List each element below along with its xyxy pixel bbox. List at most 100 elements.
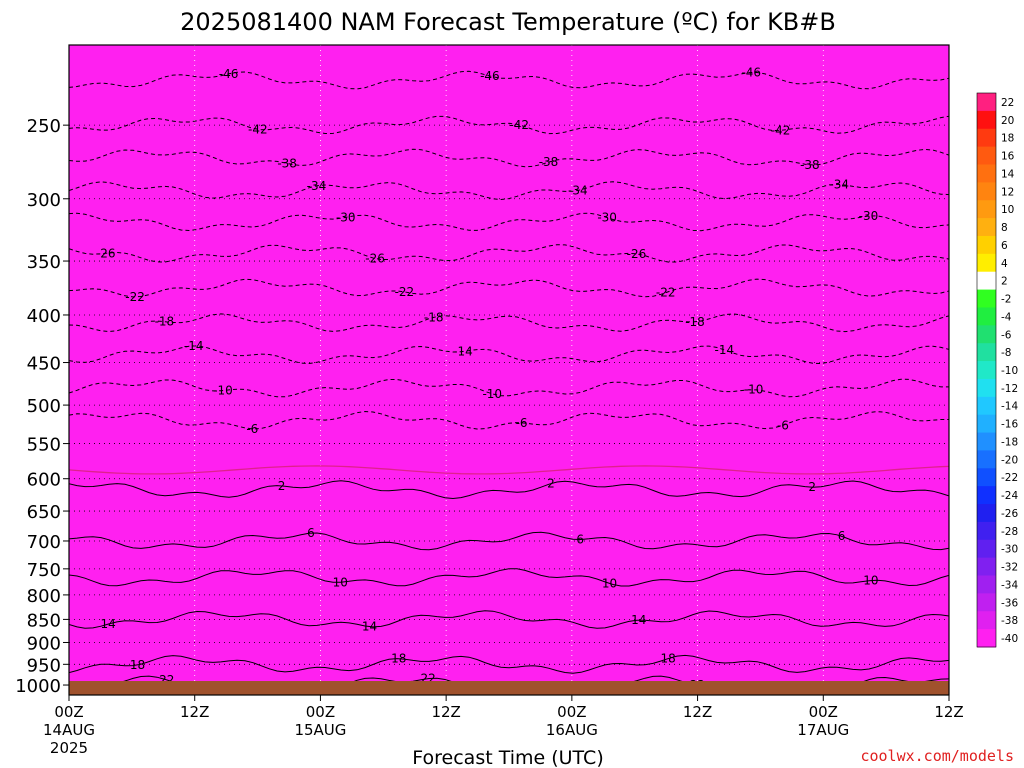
colorbar-swatch [977,93,996,112]
colorbar-swatch [977,218,996,237]
colorbar-swatch [977,307,996,326]
contour-label: 2 [278,479,286,493]
colorbar-swatch [977,289,996,308]
colorbar-label: 14 [1001,168,1015,180]
colorbar-swatch [977,593,996,612]
colorbar-label: -2 [1001,294,1011,306]
contour-label: 18 [391,652,406,666]
colorbar-label: 18 [1001,133,1014,145]
colorbar-label: -22 [1001,472,1018,484]
y-tick-label: 900 [27,633,61,654]
colorbar-swatch [977,200,996,219]
contour-label: 10 [863,573,878,587]
x-axis-label: Forecast Time (UTC) [412,747,603,768]
contour-label: 2 [808,480,816,494]
chart-title: 2025081400 NAM Forecast Temperature (ºC)… [180,8,836,36]
colorbar-swatch [977,110,996,130]
y-tick-label: 550 [27,435,61,456]
y-tick-label: 350 [27,252,61,273]
colorbar-label: -12 [1001,383,1018,395]
contour-line [69,480,949,500]
contour-label: -38 [277,156,297,170]
contour-label: -26 [627,247,647,261]
contour-label: -42 [771,123,791,137]
x-tick-date: 16AUG [546,721,598,739]
colorbar-swatch [977,450,996,469]
y-tick-label: 850 [27,610,61,631]
contour-label: 14 [631,613,646,627]
colorbar-swatch [977,146,996,165]
contour-line [69,568,949,587]
colorbar-label: -36 [1001,597,1018,609]
contour-label: -46 [480,69,500,83]
contour-label: -22 [125,290,145,304]
contour-label: -46 [219,67,239,81]
colorbar-swatch [977,557,996,577]
contour-label: 14 [362,620,377,634]
x-tick-label: 12Z [934,703,963,721]
colorbar-swatch [977,629,996,648]
contour-label: -6 [246,422,258,436]
contour-label: -14 [715,343,735,357]
colorbar-label: -6 [1001,329,1012,341]
contour-label: -14 [453,344,473,358]
contour-line [69,278,949,298]
colorbar-swatch [977,504,996,523]
colorbar-label: 4 [1001,258,1008,270]
y-tick-label: 700 [27,532,61,553]
colorbar-swatch [977,396,996,416]
x-tick-date: 17AUG [797,721,849,739]
contour-label: -38 [800,158,820,172]
colorbar-label: 16 [1001,151,1015,163]
y-tick-label: 250 [27,116,61,137]
colorbar-swatch [977,182,996,201]
contour-label: 6 [307,526,315,540]
contour-label: 6 [576,532,584,546]
freezing-line [69,465,949,475]
colorbar-swatch [977,521,996,541]
contour-label: -10 [744,383,764,397]
colorbar-swatch [977,235,996,255]
colorbar-label: -20 [1001,454,1018,466]
contour-line [69,531,949,551]
contour-label: -18 [155,315,175,329]
colorbar-label: 10 [1001,204,1014,216]
colorbar-swatch [977,611,996,630]
contour-line [69,148,949,168]
contour-label: -6 [777,418,789,432]
colorbar-label: 8 [1001,222,1008,234]
contour-label: 10 [333,575,348,589]
colorbar-swatch [977,486,996,505]
y-tick-label: 650 [27,502,61,523]
colorbar-label: 20 [1001,115,1014,127]
colorbar-swatch [977,361,996,380]
contour-label: -38 [539,155,559,169]
x-tick-date: 14AUG [43,721,95,739]
contour-label: -26 [96,246,116,260]
colorbar-label: -28 [1001,526,1018,538]
contour-label: 14 [101,617,116,631]
colorbar-label: -40 [1001,633,1018,645]
x-tick-label: 00Z [557,703,586,721]
x-tick-label: 12Z [683,703,712,721]
contour-label: 18 [130,658,145,672]
y-tick-label: 1000 [15,676,61,697]
credit-label: coolwx.com/models [860,747,1014,765]
contour-label: -18 [685,315,705,329]
colorbar-swatch [977,271,996,291]
contour-label: -34 [568,184,588,198]
contour-label: 18 [660,652,675,666]
colorbar-swatch [977,539,996,559]
y-tick-label: 750 [27,560,61,581]
colorbar-label: -32 [1001,562,1018,574]
x-tick-label: 12Z [180,703,209,721]
colorbar-label: -10 [1001,365,1018,377]
contour-label: -30 [336,210,356,224]
contour-label: -42 [248,122,268,136]
y-tick-label: 500 [27,396,61,417]
x-tick-label: 00Z [809,703,838,721]
colorbar-label: -24 [1001,490,1018,502]
contour-label: 2 [547,477,555,491]
plot-frame [68,44,950,696]
colorbar-swatch [977,575,996,594]
